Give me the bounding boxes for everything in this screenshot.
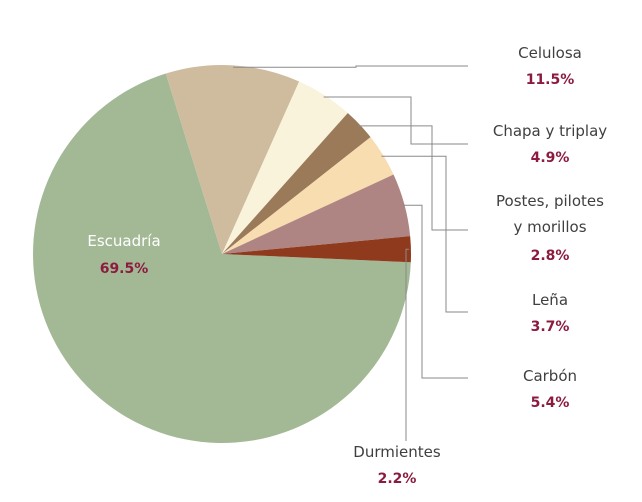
value-celulosa: 11.5% [526, 72, 575, 88]
value-escuadria: 69.5% [100, 261, 149, 277]
pie-slice-escuadria [32, 73, 411, 444]
pie-slice-celulosa [165, 64, 300, 254]
leader-line-durmientes [405, 248, 409, 441]
slice-labels: Escuadría 69.5% Celulosa 11.5% Chapa y tripl… [87, 44, 607, 487]
label-celulosa: Celulosa [518, 44, 582, 62]
leader-line-postes-pilotes-y-morillos [358, 125, 468, 231]
value-chapa-y-triplay: 4.9% [531, 150, 570, 166]
leader-lines [233, 65, 468, 441]
pie-slice-carbon [222, 174, 411, 254]
leader-line-lena [381, 155, 468, 313]
pie-slice-chapa-y-triplay [222, 81, 348, 254]
label-durmientes: Durmientes [353, 443, 441, 461]
value-durmientes: 2.2% [378, 471, 417, 487]
value-postes-pilotes-y-morillos: 2.8% [531, 248, 570, 264]
leader-line-carbon [402, 204, 468, 379]
label-carbon: Carbón [523, 367, 577, 385]
label-escuadria: Escuadría [87, 232, 160, 250]
pie-slice-durmientes [222, 236, 411, 263]
leader-line-celulosa [233, 65, 468, 68]
label-lena: Leña [532, 291, 568, 309]
pie-slice-lena [222, 137, 394, 254]
label-postes-pilotes-y-morillos-line-1: Postes, pilotes [496, 192, 604, 210]
pie-slices [32, 64, 411, 444]
label-postes-pilotes-y-morillos-line-2: y morillos [513, 218, 586, 236]
label-chapa-y-triplay: Chapa y triplay [493, 122, 607, 140]
leader-line-chapa-y-triplay [323, 96, 468, 145]
value-lena: 3.7% [531, 319, 570, 335]
pie-slice-postes-pilotes-y-morillos [222, 112, 371, 254]
value-carbon: 5.4% [531, 395, 570, 411]
